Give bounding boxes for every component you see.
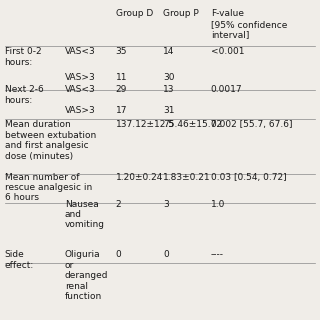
Text: 1.0: 1.0 <box>211 200 225 209</box>
Text: 30: 30 <box>163 73 175 82</box>
Text: Side
effect:: Side effect: <box>4 251 34 270</box>
Text: Group P: Group P <box>163 9 199 18</box>
Text: Next 2-6
hours:: Next 2-6 hours: <box>4 85 43 105</box>
Text: 0: 0 <box>116 251 121 260</box>
Text: 0: 0 <box>163 251 169 260</box>
Text: 35: 35 <box>116 47 127 56</box>
Text: ----: ---- <box>211 251 224 260</box>
Text: Nausea
and
vomiting: Nausea and vomiting <box>65 200 105 229</box>
Text: Group D: Group D <box>116 9 153 18</box>
Text: 0.002 [55.7, 67.6]: 0.002 [55.7, 67.6] <box>211 120 292 129</box>
Text: Mean duration
between extubation
and first analgesic
dose (minutes): Mean duration between extubation and fir… <box>4 120 96 161</box>
Text: Oliguria
or
deranged
renal
function: Oliguria or deranged renal function <box>65 251 108 301</box>
Text: 31: 31 <box>163 106 175 115</box>
Text: Mean number of
rescue analgesic in
6 hours: Mean number of rescue analgesic in 6 hou… <box>4 173 92 203</box>
Text: 75.46±15.72: 75.46±15.72 <box>163 120 222 129</box>
Text: F-value
[95% confidence
interval]: F-value [95% confidence interval] <box>211 9 287 39</box>
Text: 17: 17 <box>116 106 127 115</box>
Text: 0.03 [0.54, 0.72]: 0.03 [0.54, 0.72] <box>211 173 286 182</box>
Text: 3: 3 <box>163 200 169 209</box>
Text: 11: 11 <box>116 73 127 82</box>
Text: 13: 13 <box>163 85 175 94</box>
Text: 14: 14 <box>163 47 174 56</box>
Text: 2: 2 <box>116 200 121 209</box>
Text: 0.0017: 0.0017 <box>211 85 242 94</box>
Text: First 0-2
hours:: First 0-2 hours: <box>4 47 41 67</box>
Text: VAS>3: VAS>3 <box>65 73 96 82</box>
Text: 1.83±0.21: 1.83±0.21 <box>163 173 211 182</box>
Text: 29: 29 <box>116 85 127 94</box>
Text: <0.001: <0.001 <box>211 47 244 56</box>
Text: 1.20±0.24: 1.20±0.24 <box>116 173 163 182</box>
Text: VAS<3: VAS<3 <box>65 85 96 94</box>
Text: VAS>3: VAS>3 <box>65 106 96 115</box>
Text: 137.12±12.5: 137.12±12.5 <box>116 120 175 129</box>
Text: VAS<3: VAS<3 <box>65 47 96 56</box>
